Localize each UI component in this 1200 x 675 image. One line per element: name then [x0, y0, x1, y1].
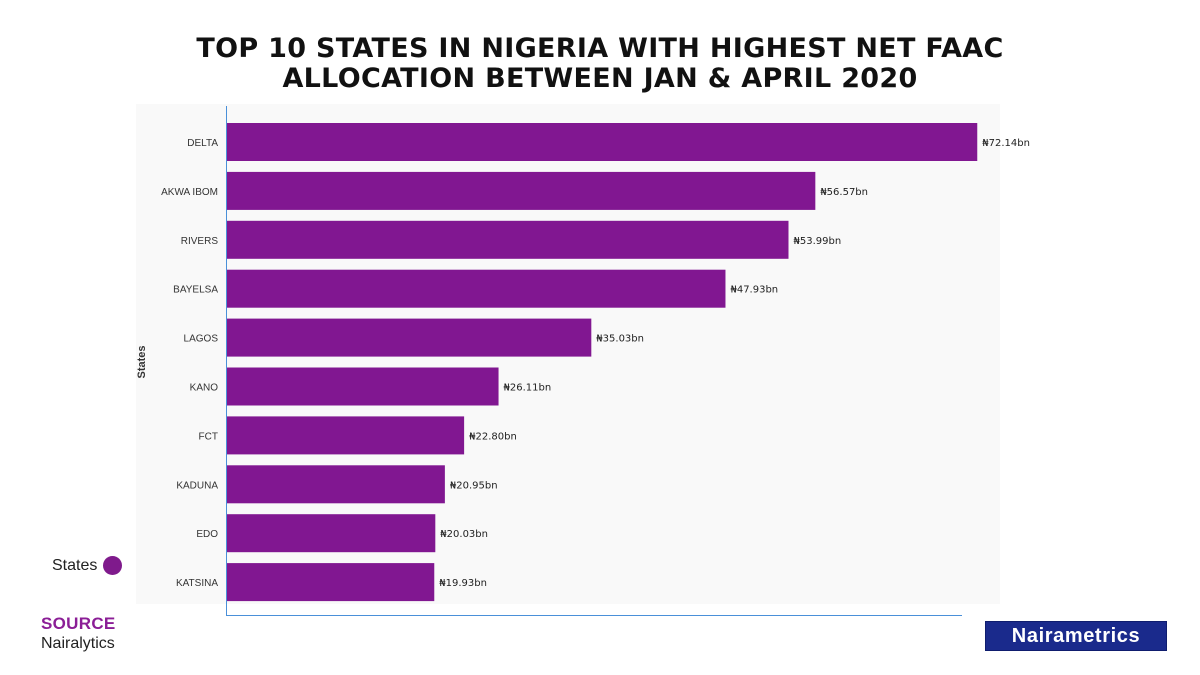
- data-label: ₦35.03bn: [596, 334, 644, 345]
- chart-title-line-1: TOP 10 STATES IN NIGERIA WITH HIGHEST NE…: [196, 33, 1004, 64]
- y-tick-label: BAYELSA: [173, 285, 218, 296]
- legend-dot-icon: [103, 556, 123, 575]
- bar: [227, 269, 726, 308]
- data-label: ₦26.11bn: [504, 383, 552, 394]
- y-tick-label: RIVERS: [181, 236, 219, 247]
- bar: [227, 220, 789, 259]
- nairametrics-logo: Nairametrics: [985, 621, 1167, 651]
- y-tick-label: KANO: [190, 383, 219, 394]
- y-axis-title: States: [136, 345, 148, 378]
- bar: [227, 563, 435, 602]
- y-tick-label: KADUNA: [176, 480, 218, 491]
- y-tick-label: AKWA IBOM: [161, 187, 218, 198]
- data-label: ₦22.80bn: [469, 431, 517, 442]
- legend: States: [52, 556, 123, 575]
- data-label: ₦53.99bn: [793, 236, 841, 247]
- y-tick-label: EDO: [196, 529, 218, 540]
- y-tick-label: DELTA: [187, 138, 218, 149]
- y-tick-label: FCT: [199, 431, 218, 442]
- data-label: ₦47.93bn: [730, 285, 778, 296]
- y-tick-label: KATSINA: [176, 578, 218, 589]
- data-label: ₦20.03bn: [440, 529, 488, 540]
- y-tick-label: LAGOS: [184, 334, 219, 345]
- legend-label: States: [52, 556, 98, 574]
- chart-title-line-2: ALLOCATION BETWEEN JAN & APRIL 2020: [282, 63, 918, 94]
- chart-title: TOP 10 STATES IN NIGERIA WITH HIGHEST NE…: [0, 34, 1200, 94]
- data-label: ₦72.14bn: [982, 138, 1030, 149]
- bars-group: DELTA ₦72.14bn AKWA IBOM ₦56.57bn RIVERS ₦53.…: [161, 123, 1030, 602]
- bar: [227, 514, 436, 553]
- data-label: ₦19.93bn: [439, 578, 487, 589]
- source-block: SOURCE Nairalytics: [41, 614, 116, 653]
- data-label: ₦20.95bn: [450, 480, 498, 491]
- source-name: Nairalytics: [41, 635, 115, 652]
- bar: [227, 416, 465, 455]
- source-label: SOURCE: [41, 614, 116, 633]
- bar: [227, 367, 499, 406]
- data-label: ₦56.57bn: [820, 187, 868, 198]
- bar: [227, 123, 978, 161]
- bar: [227, 465, 445, 504]
- bar: [227, 171, 816, 210]
- bar: [227, 318, 592, 357]
